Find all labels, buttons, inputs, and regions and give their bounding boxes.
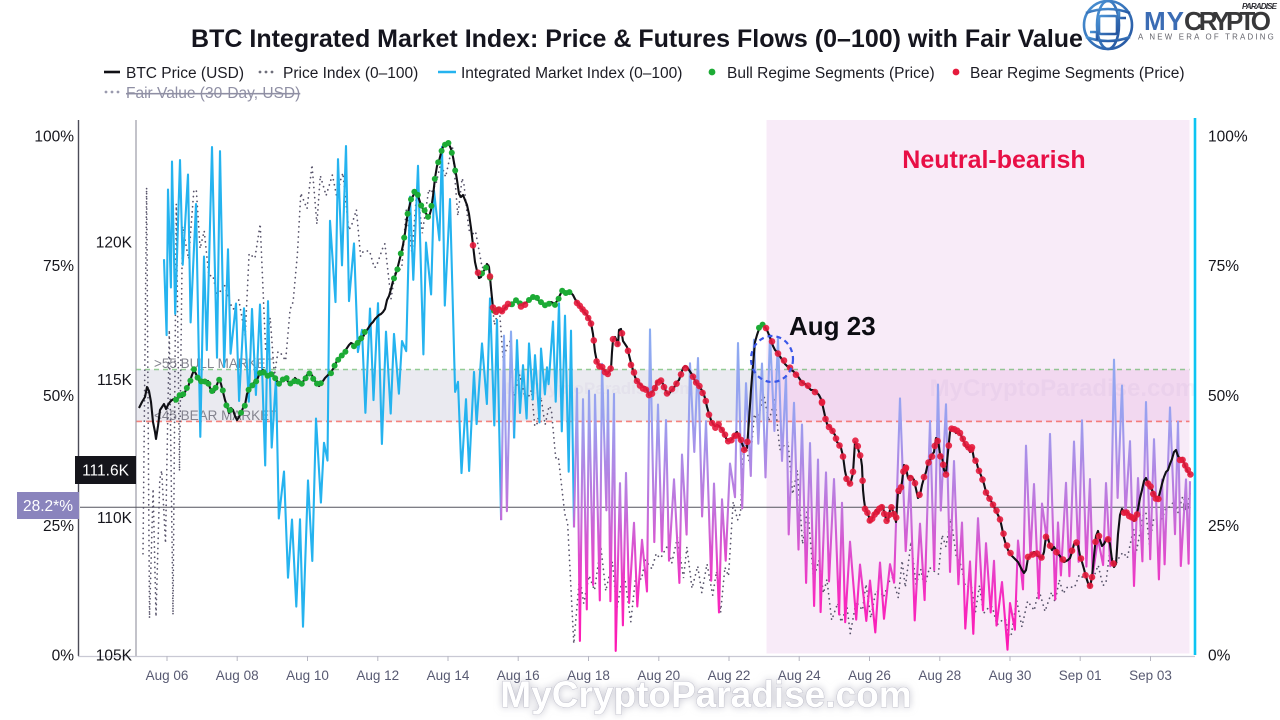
svg-text:MyCryptoParadise.com: MyCryptoParadise.com [930, 375, 1197, 402]
svg-text:Aug 06: Aug 06 [146, 668, 189, 683]
svg-text:Aug 28: Aug 28 [918, 668, 961, 683]
svg-text:BTC Price (USD): BTC Price (USD) [126, 65, 244, 82]
svg-text:<45 BEAR MARKET: <45 BEAR MARKET [154, 408, 277, 423]
svg-text:Aug 16: Aug 16 [497, 668, 540, 683]
svg-text:>55 BULL MARKET: >55 BULL MARKET [154, 356, 274, 371]
svg-text:Fair Value (30-Day, USD): Fair Value (30-Day, USD) [126, 85, 300, 102]
svg-text:0%: 0% [52, 648, 75, 665]
svg-text:Aug 22: Aug 22 [708, 668, 751, 683]
svg-text:Aug 12: Aug 12 [356, 668, 399, 683]
svg-text:110K: 110K [97, 510, 133, 527]
svg-text:PARADISE: PARADISE [1242, 2, 1278, 11]
svg-text:100%: 100% [1208, 129, 1248, 146]
svg-text:50%: 50% [1208, 388, 1239, 405]
svg-text:0%: 0% [1208, 648, 1231, 665]
svg-text:25%: 25% [1208, 518, 1239, 535]
svg-text:Aug 10: Aug 10 [286, 668, 329, 683]
svg-text:115K: 115K [97, 372, 133, 389]
svg-text:A NEW ERA OF TRADING: A NEW ERA OF TRADING [1138, 32, 1276, 42]
svg-text:Aug 14: Aug 14 [427, 668, 470, 683]
svg-text:75%: 75% [1208, 258, 1239, 275]
svg-text:Aug 20: Aug 20 [637, 668, 680, 683]
svg-text:100%: 100% [34, 129, 74, 146]
svg-text:Aug 23: Aug 23 [789, 311, 876, 341]
svg-text:Aug 24: Aug 24 [778, 668, 821, 683]
svg-text:MyCryptoParadise.com: MyCryptoParadise.com [500, 674, 911, 715]
svg-text:Aug 18: Aug 18 [567, 668, 610, 683]
svg-text:Bull Regime Segments (Price): Bull Regime Segments (Price) [727, 65, 935, 82]
svg-text:75%: 75% [43, 258, 74, 275]
svg-text:25%: 25% [43, 518, 74, 535]
svg-text:Neutral-bearish: Neutral-bearish [902, 146, 1085, 174]
svg-text:Integrated Market Index (0–100: Integrated Market Index (0–100) [461, 65, 682, 82]
svg-text:BTC Integrated Market Index: P: BTC Integrated Market Index: Price & Fut… [191, 25, 1083, 53]
svg-text:Price Index (0–100): Price Index (0–100) [283, 65, 418, 82]
svg-text:Sep 03: Sep 03 [1129, 668, 1172, 683]
svg-text:Aug 08: Aug 08 [216, 668, 259, 683]
svg-text:CRYPTO: CRYPTO [1184, 6, 1271, 36]
svg-text:120K: 120K [96, 235, 133, 252]
svg-text:28.2*%: 28.2*% [23, 498, 73, 515]
svg-text:Aug 26: Aug 26 [848, 668, 891, 683]
svg-text:111.6K: 111.6K [82, 463, 129, 480]
svg-text:Aug 30: Aug 30 [989, 668, 1032, 683]
svg-text:50%: 50% [43, 388, 74, 405]
svg-text:MY: MY [1144, 6, 1184, 36]
svg-text:105K: 105K [96, 648, 133, 665]
svg-text:Bear Regime Segments (Price): Bear Regime Segments (Price) [970, 65, 1185, 82]
svg-text:Sep 01: Sep 01 [1059, 668, 1102, 683]
